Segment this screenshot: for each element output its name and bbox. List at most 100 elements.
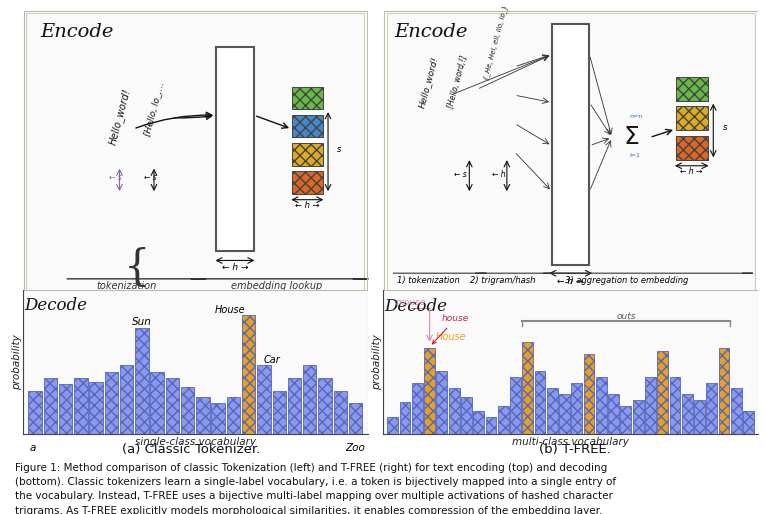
Text: $\Sigma$: $\Sigma$: [623, 125, 639, 150]
Bar: [74, 378, 87, 434]
Text: ← h: ← h: [492, 170, 506, 179]
Bar: [461, 397, 472, 434]
FancyBboxPatch shape: [387, 13, 755, 290]
Text: Decode: Decode: [385, 299, 447, 316]
Bar: [257, 365, 270, 434]
Bar: [292, 143, 323, 166]
Text: house: house: [432, 315, 469, 344]
Y-axis label: probability: probability: [11, 335, 21, 390]
Bar: [682, 394, 692, 434]
Bar: [318, 378, 332, 434]
Bar: [633, 400, 643, 434]
Bar: [552, 133, 590, 159]
Text: i=1: i=1: [629, 153, 640, 158]
Bar: [150, 372, 164, 434]
Text: ← h →: ← h →: [558, 278, 584, 286]
Bar: [522, 342, 533, 434]
Text: ← h →: ← h →: [221, 263, 248, 272]
Bar: [584, 354, 594, 434]
Text: House: House: [214, 305, 245, 315]
Bar: [596, 377, 607, 434]
Text: [Hello, word,!]: [Hello, word,!]: [447, 54, 470, 109]
Text: Decode: Decode: [25, 297, 87, 314]
Bar: [437, 371, 447, 434]
Text: ← h →: ← h →: [295, 201, 319, 210]
Text: s: s: [337, 144, 341, 154]
Text: 2) trigram/hash: 2) trigram/hash: [470, 276, 535, 285]
Bar: [28, 391, 42, 434]
Bar: [552, 24, 590, 265]
Bar: [44, 378, 57, 434]
Bar: [216, 102, 254, 128]
Bar: [559, 394, 570, 434]
Text: ← s: ← s: [454, 170, 467, 179]
Bar: [333, 391, 347, 434]
X-axis label: single-class vocabulary: single-class vocabulary: [135, 437, 256, 447]
Bar: [645, 377, 656, 434]
Text: Sun: Sun: [132, 317, 152, 327]
Bar: [349, 403, 362, 434]
Bar: [136, 328, 149, 434]
Bar: [535, 371, 545, 434]
Bar: [400, 402, 411, 434]
Text: [Hello, lo_,...: [Hello, lo_,...: [142, 81, 165, 137]
Bar: [571, 382, 582, 434]
Bar: [292, 115, 323, 137]
Text: ← s: ← s: [144, 173, 156, 182]
Bar: [608, 394, 619, 434]
Text: Encode: Encode: [41, 23, 113, 41]
Bar: [473, 411, 484, 434]
Text: Hello_word!: Hello_word!: [417, 56, 439, 109]
Bar: [657, 352, 668, 434]
Text: n=n: n=n: [630, 114, 643, 119]
Bar: [288, 378, 301, 434]
Bar: [620, 406, 631, 434]
Bar: [719, 348, 729, 434]
Text: House: House: [436, 332, 466, 342]
Bar: [424, 348, 435, 434]
Text: {_He, Hel, ell, llo, lo_}: {_He, Hel, ell, llo, lo_}: [483, 4, 509, 81]
FancyBboxPatch shape: [26, 13, 365, 290]
Text: Hello_word!: Hello_word!: [106, 87, 133, 146]
Text: ← s: ← s: [110, 173, 122, 182]
Y-axis label: probability: probability: [372, 335, 381, 390]
Bar: [90, 382, 103, 434]
Text: a: a: [29, 443, 35, 453]
Bar: [676, 77, 708, 101]
Bar: [211, 403, 225, 434]
Bar: [676, 106, 708, 131]
Bar: [181, 387, 195, 434]
Bar: [412, 382, 423, 434]
Text: (a) Classic Tokenizer.: (a) Classic Tokenizer.: [123, 443, 260, 456]
Bar: [242, 316, 255, 434]
Text: outs: outs: [616, 312, 636, 321]
Bar: [273, 391, 286, 434]
Bar: [547, 388, 558, 434]
Bar: [196, 397, 210, 434]
Bar: [216, 47, 254, 250]
Text: s: s: [722, 123, 727, 133]
Text: 3) aggregation to embedding: 3) aggregation to embedding: [565, 276, 689, 285]
Text: Figure 1: Method comparison of classic Tokenization (left) and T-FREE (right) fo: Figure 1: Method comparison of classic T…: [15, 463, 617, 514]
Text: mouse: mouse: [395, 299, 426, 307]
Bar: [552, 178, 590, 205]
Bar: [731, 388, 741, 434]
Text: Encode: Encode: [394, 23, 467, 41]
Text: 1) tokenization: 1) tokenization: [397, 276, 460, 285]
Bar: [694, 400, 705, 434]
Bar: [59, 384, 73, 434]
X-axis label: multi-class vocabulary: multi-class vocabulary: [512, 437, 629, 447]
Bar: [552, 89, 590, 116]
Text: Car: Car: [264, 355, 280, 365]
Text: {: {: [123, 247, 150, 288]
Bar: [292, 87, 323, 109]
Bar: [449, 388, 460, 434]
Bar: [105, 372, 118, 434]
Bar: [486, 417, 496, 434]
Bar: [388, 417, 398, 434]
Text: embedding lookup: embedding lookup: [231, 281, 322, 291]
Bar: [227, 397, 241, 434]
Bar: [669, 377, 680, 434]
Bar: [292, 171, 323, 194]
Bar: [510, 377, 521, 434]
